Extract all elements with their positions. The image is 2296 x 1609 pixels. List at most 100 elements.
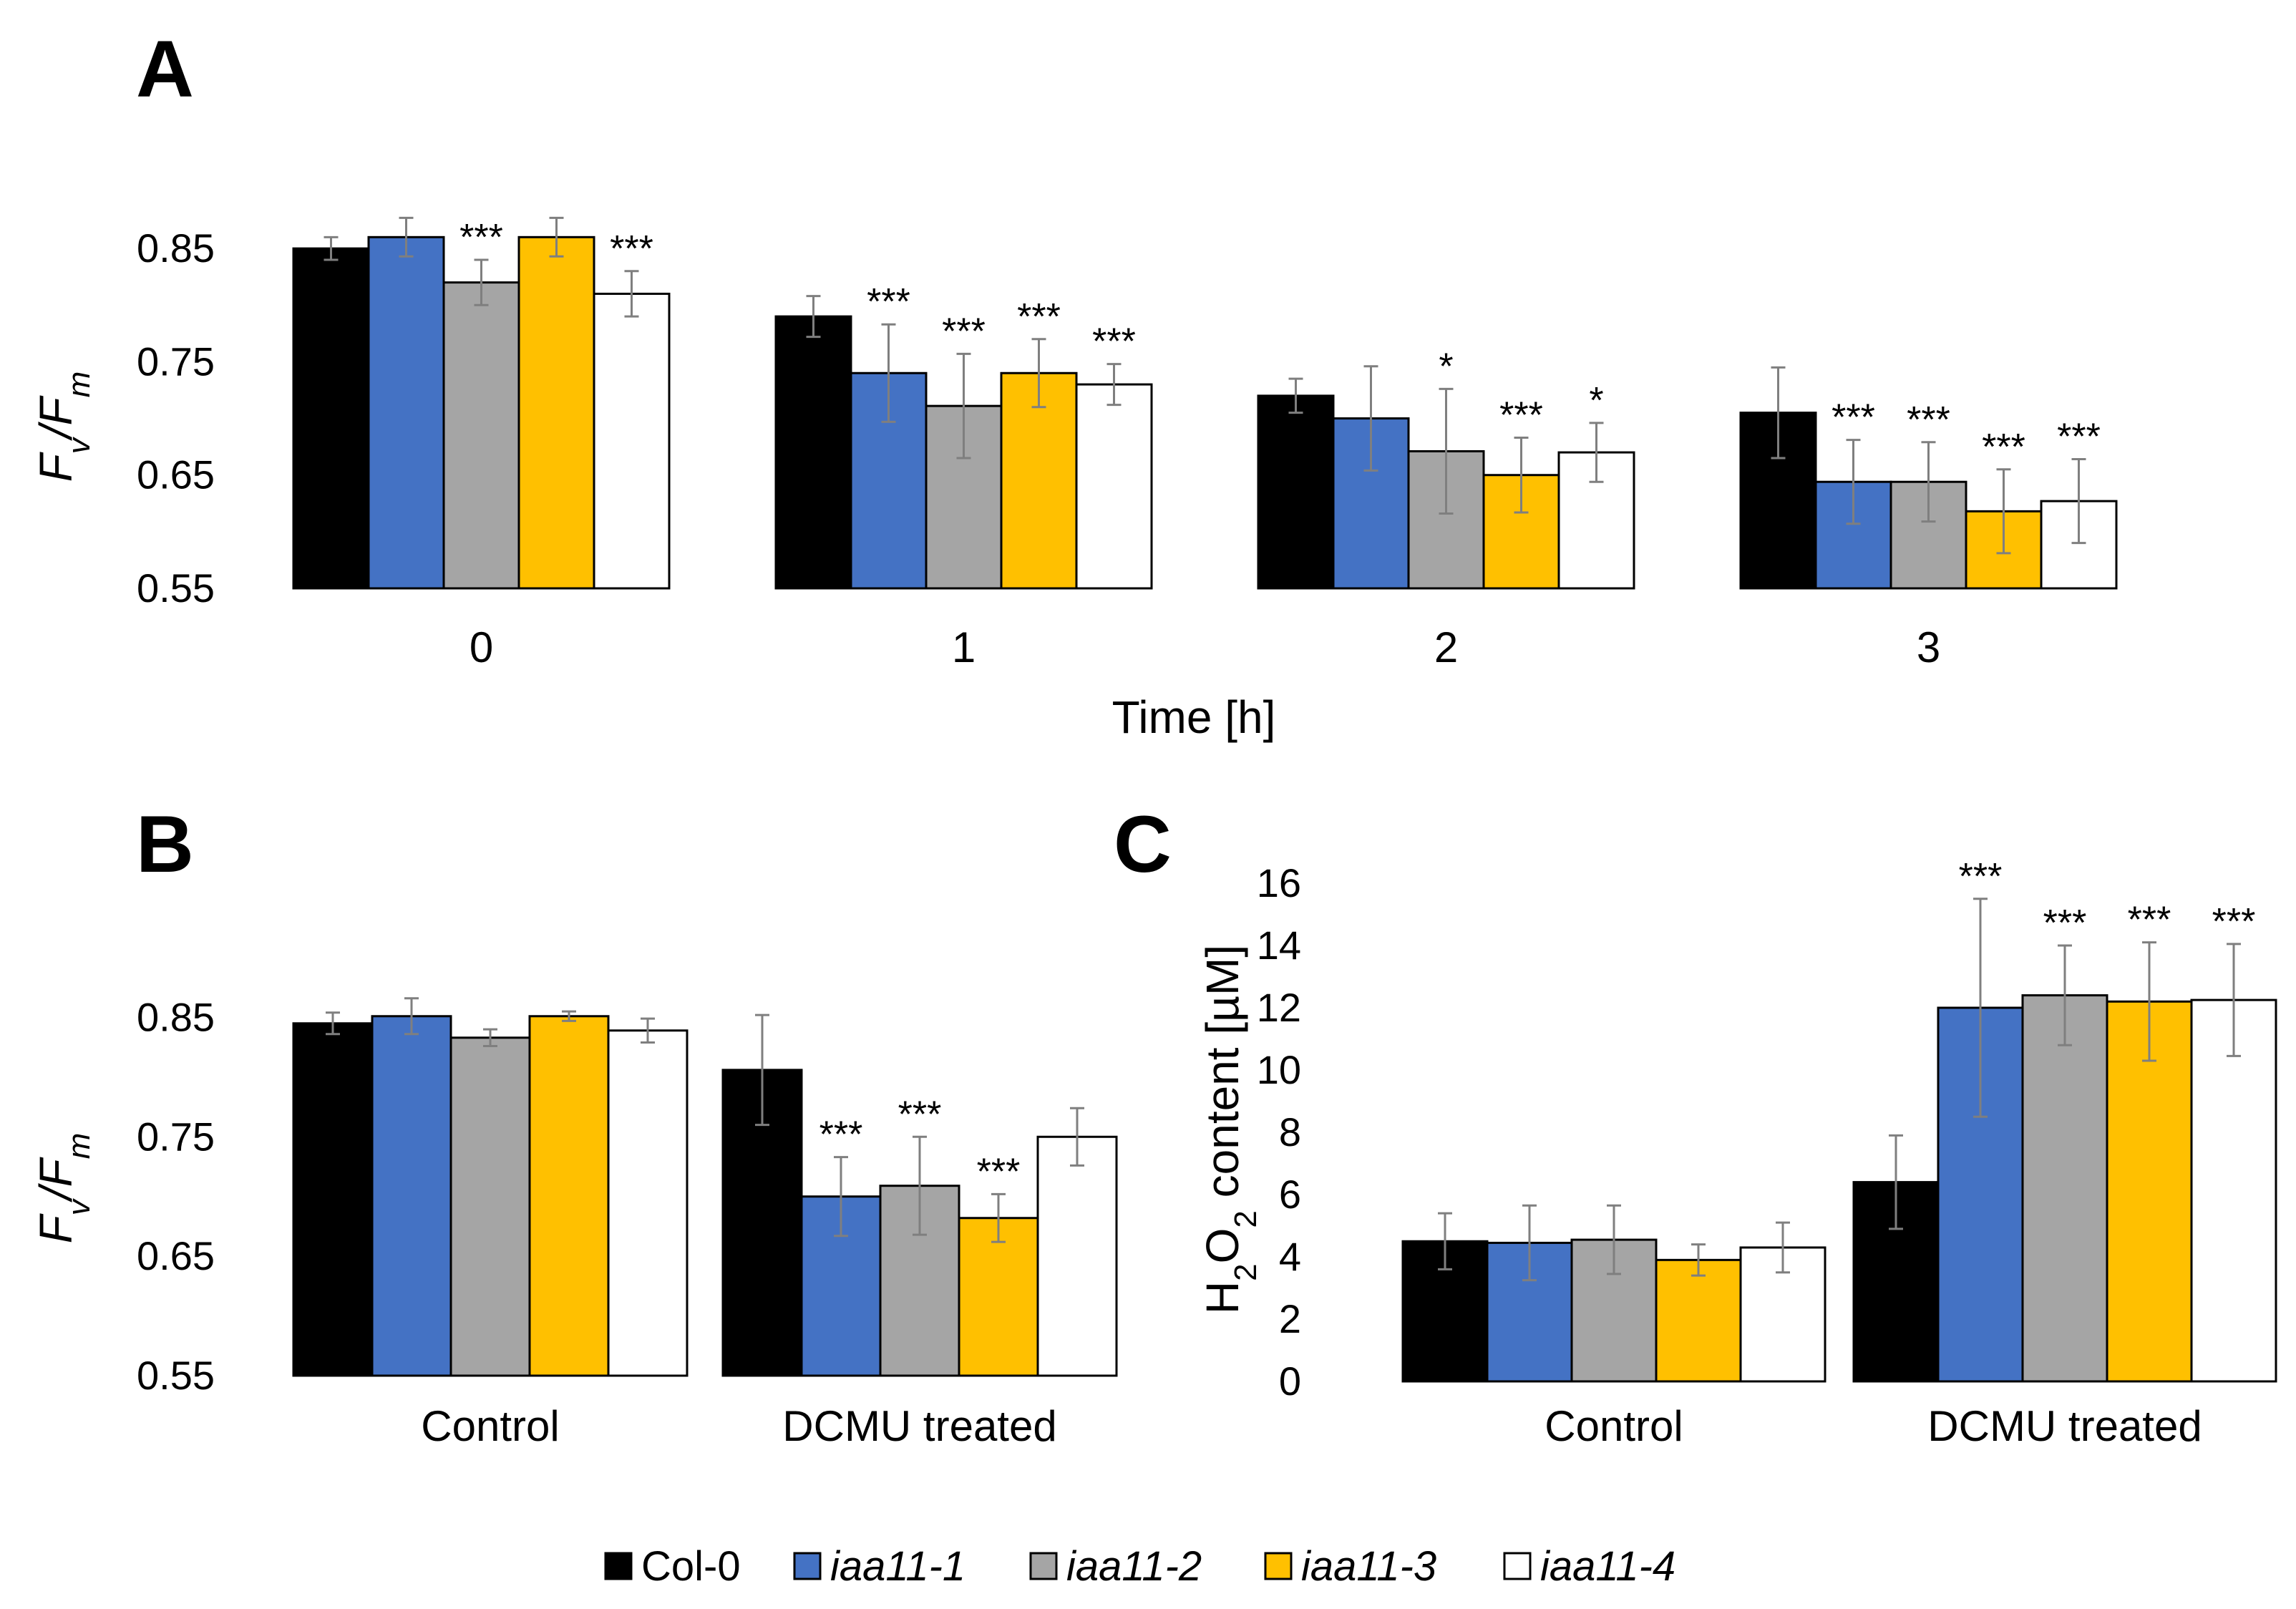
panel-b-x-tick-label: Control xyxy=(421,1402,559,1450)
panel-a-y-tick-label: 0.85 xyxy=(137,225,215,271)
legend-swatch xyxy=(1503,1552,1532,1580)
panel-a-significance-label: * xyxy=(1439,346,1453,387)
panel-b-y-tick-label: 0.55 xyxy=(137,1353,215,1398)
panel-b-x-tick-label: DCMU treated xyxy=(782,1402,1056,1450)
panel-a-bar xyxy=(442,281,520,590)
panel-c-error-bar xyxy=(1607,1204,1621,1275)
legend-item: iaa11-3 xyxy=(1264,1543,1436,1590)
panel-c-error-bar xyxy=(1691,1243,1706,1277)
panel-a-significance-label: * xyxy=(1589,380,1603,422)
legend-label: iaa11-4 xyxy=(1540,1543,1675,1590)
panel-label-b: B xyxy=(136,799,194,889)
panel-b-significance-label: *** xyxy=(819,1114,863,1156)
panel-b-bar xyxy=(1036,1135,1118,1377)
panel-a-error-bar xyxy=(1031,338,1046,409)
panel-b-error-bar xyxy=(1070,1107,1084,1167)
legend-item: iaa11-1 xyxy=(793,1543,965,1590)
panel-c-chart: C H2O2 content [µM] 0 2 4 6 8 10 12 14 16 Control… xyxy=(1114,799,2277,1450)
panel-c-bar xyxy=(1655,1258,1742,1383)
panel-b-bar xyxy=(371,1015,452,1377)
panel-a-y-tick-label: 0.55 xyxy=(137,565,215,611)
panel-c-y-tick-label: 6 xyxy=(1279,1172,1301,1217)
panel-a-error-bar xyxy=(1363,365,1378,472)
panel-a-error-bar xyxy=(881,323,896,423)
panel-c-y-tick-label: 8 xyxy=(1279,1109,1301,1155)
panel-a-bar xyxy=(593,292,671,590)
panel-a-error-bar xyxy=(1106,363,1122,407)
panel-a-x-axis-title: Time [h] xyxy=(1112,691,1276,743)
panel-c-significance-label: *** xyxy=(1959,856,2003,898)
panel-c-error-bar xyxy=(1889,1134,1903,1230)
panel-a-error-bar xyxy=(1439,387,1454,515)
panel-b-bar xyxy=(607,1029,689,1377)
panel-a-error-bar xyxy=(1771,366,1786,460)
panel-a-y-tick-label: 0.65 xyxy=(137,452,215,497)
legend-label: iaa11-1 xyxy=(830,1543,965,1590)
panel-a-x-tick-label: 2 xyxy=(1434,623,1458,671)
panel-b-bar xyxy=(528,1015,610,1377)
panel-c-error-bar xyxy=(1776,1221,1790,1274)
panel-a-error-bar xyxy=(1288,377,1303,414)
legend: Col-0 iaa11-1 iaa11-2 iaa11-3 iaa11-4 xyxy=(604,1543,1675,1590)
panel-a-x-tick-label: 0 xyxy=(470,623,493,671)
legend-swatch xyxy=(604,1552,633,1580)
panel-a-error-bar xyxy=(474,258,489,306)
panel-c-error-bar xyxy=(1522,1204,1537,1282)
panel-a-bar xyxy=(367,235,445,590)
panel-c-y-tick-label: 16 xyxy=(1257,860,1301,905)
panel-a-significance-label: *** xyxy=(1499,394,1543,436)
panel-a-error-bar xyxy=(956,352,971,460)
panel-a-significance-label: *** xyxy=(1982,427,2025,468)
panel-b-error-bar xyxy=(483,1028,497,1047)
panel-a-error-bar xyxy=(1514,436,1529,514)
panel-c-x-tick-label: Control xyxy=(1545,1402,1683,1450)
panel-b-bar xyxy=(879,1185,960,1377)
panel-b-error-bar xyxy=(991,1192,1006,1243)
panel-b-error-bar xyxy=(562,1010,576,1022)
legend-swatch xyxy=(1264,1552,1293,1580)
panel-b-error-bar xyxy=(913,1135,927,1236)
panel-b-error-bar xyxy=(326,1011,340,1036)
panel-a-error-bar xyxy=(549,216,564,258)
legend-swatch xyxy=(1029,1552,1058,1580)
panel-b-significance-label: *** xyxy=(898,1094,942,1135)
legend-item: iaa11-2 xyxy=(1029,1543,1202,1590)
panel-a-x-tick-label: 1 xyxy=(952,623,976,671)
panel-c-bar xyxy=(2021,994,2108,1383)
panel-a-significance-label: *** xyxy=(1907,399,1950,441)
panel-b-y-axis-title: Fv/Fm xyxy=(30,1133,97,1244)
panel-a-bar xyxy=(517,235,595,590)
panel-c-y-tick-label: 14 xyxy=(1257,923,1301,968)
panel-b-error-bar xyxy=(834,1156,848,1238)
panel-a-bar xyxy=(292,247,370,590)
panel-a-y-axis-title: Fv/Fm xyxy=(30,371,97,482)
panel-a-bar xyxy=(774,315,852,590)
panel-b-error-bar xyxy=(755,1013,769,1127)
panel-c-y-tick-label: 4 xyxy=(1279,1234,1301,1279)
panel-a-error-bar xyxy=(1996,468,2011,555)
panel-a-x-tick-label: 3 xyxy=(1917,623,1940,671)
panel-label-c: C xyxy=(1114,799,1172,889)
panel-a-bar xyxy=(1075,383,1153,590)
panel-c-bar xyxy=(2190,998,2277,1383)
panel-b-chart: B Fv/Fm 0.55 0.65 0.75 0.85 Control *** *** ***… xyxy=(30,799,1118,1450)
panel-a-significance-label: *** xyxy=(942,311,986,352)
panel-c-significance-label: *** xyxy=(2212,901,2256,943)
panel-c-y-tick-label: 0 xyxy=(1279,1358,1301,1404)
panel-b-error-bar xyxy=(641,1017,655,1044)
panel-b-bar xyxy=(449,1036,531,1377)
panel-c-significance-label: *** xyxy=(2043,903,2087,944)
panel-a-error-bar xyxy=(624,270,639,318)
legend-item: Col-0 xyxy=(604,1543,741,1590)
panel-a-significance-label: *** xyxy=(459,217,503,258)
legend-label: iaa11-3 xyxy=(1301,1543,1436,1590)
panel-c-error-bar xyxy=(1438,1212,1452,1270)
panel-a-error-bar xyxy=(1589,422,1604,483)
panel-b-y-tick-label: 0.85 xyxy=(137,994,215,1039)
panel-a-error-bar xyxy=(806,295,821,339)
panel-a-y-axis-title-text: F xyxy=(30,451,82,482)
panel-a-error-bar xyxy=(1846,439,1861,525)
panel-a-error-bar xyxy=(1921,441,1936,523)
panel-a-error-bar xyxy=(399,216,414,258)
panel-c-x-tick-label: DCMU treated xyxy=(1927,1402,2202,1450)
